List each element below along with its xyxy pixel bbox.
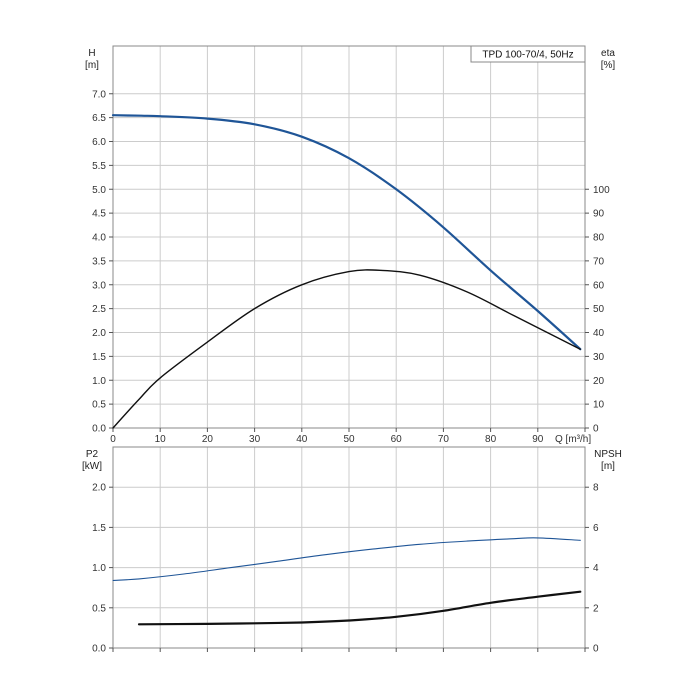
x-tick-label: 80 — [485, 434, 497, 445]
x-tick-label: 30 — [249, 434, 261, 445]
right-axis-title: NPSH — [594, 449, 622, 460]
legend-label: TPD 100-70/4, 50Hz — [482, 50, 573, 61]
right-tick-label: 70 — [593, 256, 605, 267]
left-tick-label: 4.0 — [92, 233, 106, 244]
right-tick-label: 80 — [593, 233, 605, 244]
left-tick-label: 2.5 — [92, 304, 106, 315]
left-tick-label: 1.0 — [92, 563, 106, 574]
left-tick-label: 6.5 — [92, 113, 106, 124]
left-tick-label: 3.0 — [92, 280, 106, 291]
right-axis-unit: [%] — [601, 60, 616, 71]
right-tick-label: 6 — [593, 523, 599, 534]
left-axis-unit: [kW] — [82, 461, 102, 472]
right-tick-label: 4 — [593, 563, 599, 574]
x-axis-title: Q [m³/h] — [555, 434, 591, 445]
left-tick-label: 2.0 — [92, 328, 106, 339]
series-line-0-1 — [112, 269, 581, 429]
left-tick-label: 0.5 — [92, 400, 106, 411]
x-tick-label: 0 — [110, 434, 116, 445]
left-axis-unit: [m] — [85, 60, 99, 71]
series-line-1-0 — [112, 537, 581, 582]
left-axis-title: H — [88, 48, 95, 59]
left-tick-label: 5.5 — [92, 161, 106, 172]
left-tick-label: 5.0 — [92, 185, 106, 196]
left-tick-label: 0.5 — [92, 603, 106, 614]
right-tick-label: 60 — [593, 280, 605, 291]
right-tick-label: 10 — [593, 400, 605, 411]
x-tick-label: 50 — [343, 434, 355, 445]
right-tick-label: 30 — [593, 352, 605, 363]
right-tick-label: 20 — [593, 376, 605, 387]
series-line-0-0 — [111, 114, 582, 351]
x-tick-label: 70 — [438, 434, 450, 445]
x-tick-label: 60 — [391, 434, 403, 445]
left-tick-label: 3.5 — [92, 256, 106, 267]
right-axis-unit: [m] — [601, 461, 615, 472]
right-tick-label: 0 — [593, 424, 599, 435]
right-tick-label: 0 — [593, 644, 599, 655]
left-tick-label: 0.0 — [92, 644, 106, 655]
right-tick-label: 2 — [593, 603, 599, 614]
x-tick-label: 40 — [296, 434, 308, 445]
left-tick-label: 4.5 — [92, 209, 106, 220]
right-tick-label: 100 — [593, 185, 610, 196]
left-tick-label: 2.0 — [92, 483, 106, 494]
left-tick-label: 0.0 — [92, 424, 106, 435]
right-tick-label: 50 — [593, 304, 605, 315]
right-tick-label: 40 — [593, 328, 605, 339]
right-tick-label: 8 — [593, 483, 599, 494]
x-tick-label: 20 — [202, 434, 214, 445]
left-axis-title: P2 — [86, 449, 99, 460]
legend-box — [470, 45, 586, 63]
right-axis-title: eta — [601, 48, 615, 59]
left-tick-label: 1.5 — [92, 523, 106, 534]
x-tick-label: 90 — [532, 434, 544, 445]
left-tick-label: 1.0 — [92, 376, 106, 387]
x-tick-label: 10 — [155, 434, 167, 445]
left-tick-label: 6.0 — [92, 137, 106, 148]
series-line-1-1 — [137, 590, 582, 626]
left-tick-label: 7.0 — [92, 89, 106, 100]
left-tick-label: 1.5 — [92, 352, 106, 363]
right-tick-label: 90 — [593, 209, 605, 220]
